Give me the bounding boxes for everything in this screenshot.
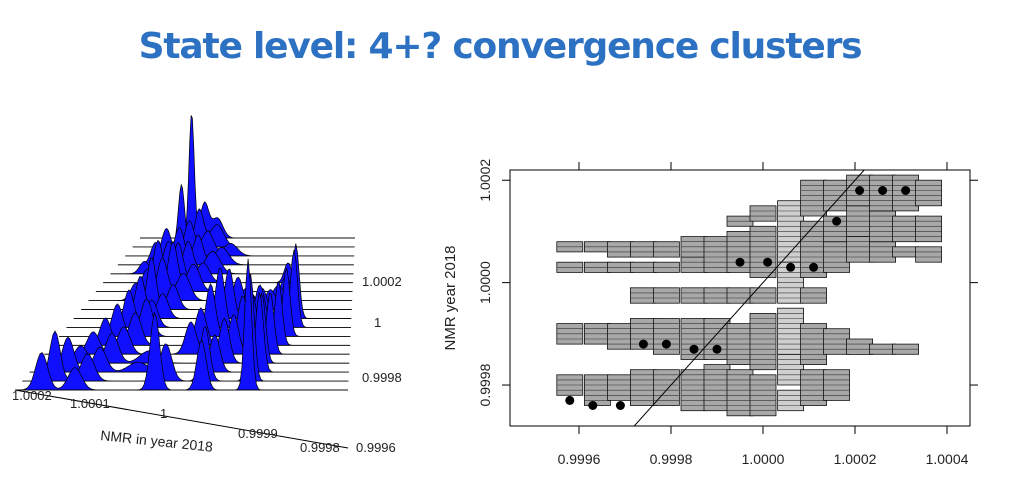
data-point [901, 186, 911, 195]
box [680, 256, 708, 273]
box [915, 179, 943, 207]
data-point [855, 186, 865, 195]
box [915, 246, 943, 263]
x-axis-label: NMR in year 2018 [100, 427, 214, 455]
diagonal-line [633, 170, 865, 426]
box [629, 241, 657, 258]
y-tick-label: 0.9998 [477, 363, 493, 406]
x-tick-label: 1.0002 [834, 451, 877, 467]
box [629, 287, 657, 304]
box [823, 328, 851, 355]
x-tick-label: 0.9996 [356, 440, 396, 455]
x-tick-label: 0.9998 [650, 451, 693, 467]
data-point [763, 257, 773, 267]
x-tick-label: 1.0001 [70, 396, 110, 411]
ridge-layer [140, 115, 355, 239]
box [749, 205, 777, 222]
y-axis-label: NMR year 2018 [442, 245, 459, 350]
box [606, 374, 634, 401]
data-point [712, 344, 722, 354]
box [629, 369, 657, 406]
box [652, 318, 680, 355]
x-tick-label: 1.0002 [12, 388, 52, 403]
data-point [661, 339, 671, 349]
ridgeline-3d-chart: 1.0002 1.0001 1 0.9999 0.9998 0.9996 NMR in ye… [12, 115, 402, 455]
plot-area [556, 170, 943, 426]
box [749, 287, 777, 304]
box [892, 215, 920, 243]
data-point [565, 395, 575, 405]
box [606, 323, 634, 350]
x-tick-label: 1.0004 [926, 451, 969, 467]
box-scatter-plot: 0.9996 0.9998 1.0000 1.0002 1.0004 0.9998 1.00… [442, 159, 978, 467]
slide-title: State level: 4+? convergence clusters [138, 26, 863, 67]
box [749, 312, 777, 371]
y-tick-label: 1.0000 [477, 261, 493, 304]
data-point [689, 344, 699, 354]
box [726, 287, 754, 304]
x-tick-label: 1 [160, 406, 167, 421]
box [652, 241, 680, 258]
box [777, 307, 805, 355]
front-axis-line [14, 389, 349, 449]
x-tick-label: 0.9996 [558, 451, 601, 467]
data-point [878, 186, 888, 195]
data-point [615, 401, 625, 410]
box [915, 215, 943, 243]
depth-tick-label: 1 [374, 315, 381, 330]
y-tick-label: 1.0002 [477, 159, 493, 202]
x-tick-label: 0.9998 [300, 440, 340, 455]
box [846, 338, 874, 355]
box-scatter-chart: 0.9996 0.9998 1.0000 1.0002 1.0004 0.9998 1.00… [442, 159, 978, 467]
ridge-layers [15, 115, 355, 391]
plot-frame [509, 169, 971, 427]
box [680, 287, 708, 304]
box [703, 364, 731, 412]
x-tick-label: 1.0000 [742, 451, 785, 467]
data-point [735, 257, 745, 267]
box [652, 287, 680, 304]
box [703, 236, 731, 273]
data-point [786, 262, 796, 272]
box [703, 287, 731, 304]
depth-tick-label: 1.0002 [362, 274, 402, 289]
depth-tick-label: 0.9998 [362, 370, 402, 385]
box [800, 179, 828, 217]
box [606, 241, 634, 258]
box [800, 369, 828, 406]
data-point [588, 401, 598, 410]
box [800, 287, 828, 304]
box [726, 369, 754, 417]
data-point [809, 262, 819, 272]
data-point [638, 339, 648, 349]
x-tick-label: 0.9999 [238, 426, 278, 441]
data-point [832, 216, 842, 226]
box [846, 236, 874, 263]
